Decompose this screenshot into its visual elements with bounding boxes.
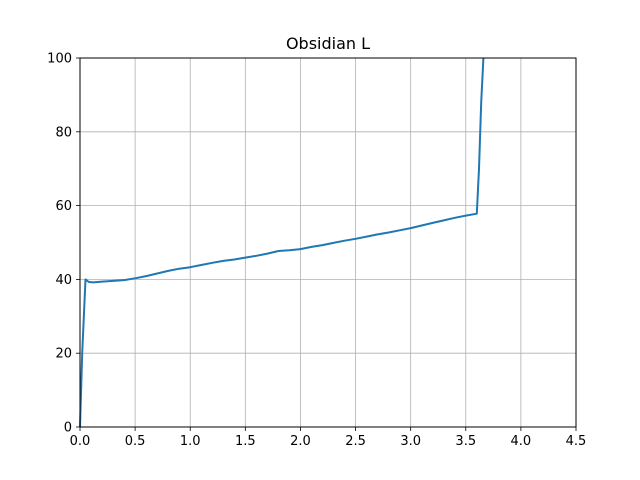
y-tick-label: 0 xyxy=(64,421,72,436)
x-tick-label: 3.5 xyxy=(455,434,476,449)
y-tick-label: 100 xyxy=(47,52,72,67)
x-tick-label: 2.5 xyxy=(345,434,366,449)
x-tick-label: 1.5 xyxy=(235,434,256,449)
x-axis: 0.0 0.5 1.0 1.5 2.0 2.5 3.0 3.5 4.0 4.5 xyxy=(70,427,587,449)
x-tick-label: 2.0 xyxy=(290,434,311,449)
plot-area-frame xyxy=(79,57,577,428)
data-series xyxy=(79,57,485,428)
y-tick-label: 20 xyxy=(55,347,72,362)
y-tick-label: 60 xyxy=(55,199,72,214)
x-tick-label: 0.0 xyxy=(70,434,91,449)
y-axis: 0 20 40 60 80 100 xyxy=(47,52,80,436)
y-tick-label: 40 xyxy=(55,273,72,288)
x-tick-label: 0.5 xyxy=(125,434,146,449)
series-line xyxy=(79,57,485,428)
y-tick-label: 80 xyxy=(55,125,72,140)
x-tick-label: 1.0 xyxy=(180,434,201,449)
chart-title: Obsidian L xyxy=(286,34,370,53)
x-tick-label: 4.5 xyxy=(566,434,587,449)
x-tick-label: 4.0 xyxy=(511,434,532,449)
x-tick-label: 3.0 xyxy=(400,434,421,449)
